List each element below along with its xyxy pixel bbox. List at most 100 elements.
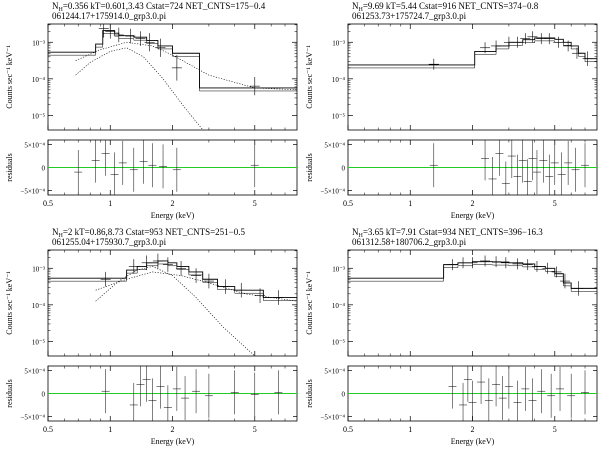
residual-point [567,373,576,418]
data-point [491,256,502,268]
data-point [220,279,231,294]
model-step-line-secondary [348,40,597,69]
title-nh-label: N [52,1,59,11]
x-tick-label: 1 [408,199,412,208]
residual-point [110,152,119,195]
residual-tick-label: −5×10⁻⁴ [20,187,45,195]
data-point [531,260,542,272]
y-tick-label: 10⁻⁵ [32,338,46,346]
model-step-line-secondary [348,264,597,292]
x-tick-label: 1 [108,425,112,434]
residual-point [507,140,516,179]
data-point [152,253,163,269]
residual-point [91,140,100,183]
residual-tick-label: 5×10⁻⁴ [24,368,45,376]
x-tick-label: 2 [171,425,175,434]
residual-axis-label: residuals [5,153,14,181]
data-point [500,257,511,269]
residual-point [571,147,580,192]
data-point [144,33,155,52]
residual-point [557,152,566,195]
data-point [162,257,173,272]
residual-point [156,366,165,409]
residual-point [148,143,157,188]
residual-tick-label: −5×10⁻⁴ [20,413,45,421]
residual-point [513,154,522,195]
residual-point [532,150,541,195]
data-point [522,259,533,271]
data-point [458,257,469,269]
data-point [171,55,182,81]
spectrum-plot-area [348,31,597,70]
residual-point [477,366,486,405]
model-step-line-secondary [48,33,297,92]
data-point [544,33,555,45]
spectrum-plot-area [48,253,297,356]
model-step-line [348,261,597,289]
residual-point [581,370,590,415]
residual-point [448,366,457,409]
x-tick-label: 2 [471,199,475,208]
data-point [467,257,478,269]
x-tick-label: 5 [553,199,557,208]
residual-point [148,378,157,421]
residual-point [204,373,213,418]
spectrum-plot-area [348,255,597,296]
y-tick-label: 10⁻⁵ [332,112,346,120]
x-axis-label: Energy (keV) [451,437,495,446]
x-tick-label: 5 [253,425,257,434]
residual-point [129,147,138,192]
residual-point [139,140,148,184]
title-nh-subscript: H [359,7,364,13]
residual-point [537,369,546,414]
data-point [551,266,562,278]
residual-point [136,366,145,407]
residual-point [564,140,573,185]
model-step-line [348,37,597,66]
title-parameters: =9.69 kT=5.44 Cstat=916 NET_CNTS=374−0.8 [363,1,539,11]
chart-subtitle: 061312.58+180706.2_grp3.0.pi [352,237,467,247]
residual-point [495,140,504,176]
y-tick-label: 10⁻⁵ [32,112,46,120]
title-nh-subscript: H [59,7,64,13]
data-point [542,262,553,274]
chart-subtitle: 061253.73+175724.7_grp3.0.pi [352,11,467,21]
x-tick-label: 0.5 [343,425,353,434]
residual-point [459,382,468,421]
residual-point [547,373,556,418]
spectrum-plot-area [48,24,297,130]
residual-point [181,376,190,421]
residual-point [172,366,181,411]
residual-point [498,376,507,421]
x-tick-label: 1 [108,199,112,208]
title-parameters: =2 kT=0.86,8.73 Cstat=953 NET_CNTS=251−0… [63,227,246,237]
data-point [559,273,570,289]
data-point [203,273,214,289]
title-nh-label: N [352,227,359,237]
residual-point [492,366,501,407]
title-nh-subscript: H [359,233,364,239]
data-point [100,271,111,287]
data-point [128,259,139,274]
y-tick-label: 10⁻⁴ [32,302,46,310]
y-tick-label: 10⁻⁴ [32,76,46,84]
model-component-1 [95,266,255,356]
y-tick-label: 10⁻⁵ [332,338,346,346]
spectrum-panel-3: NH=2 kT=0.86,8.73 Cstat=953 NET_CNTS=251… [5,227,298,446]
residual-point [101,369,110,414]
y-axis-label: Counts sec⁻¹ keV⁻¹ [305,271,314,335]
residual-point [129,382,138,421]
y-tick-label: 10⁻³ [32,265,45,273]
data-point [105,24,116,39]
residual-axis-label: residuals [5,379,14,407]
x-axis-label: Energy (keV) [451,211,495,220]
data-point [571,47,582,59]
residual-point [230,370,239,415]
data-point [553,36,564,48]
residual-point [101,140,110,176]
model-component-2 [95,271,297,302]
chart-title: NH=9.69 kT=5.44 Cstat=916 NET_CNTS=374−0… [352,1,539,13]
data-point [125,28,136,44]
residual-point [556,366,565,411]
chart-title: NH=2 kT=0.86,8.73 Cstat=953 NET_CNTS=251… [52,227,245,239]
